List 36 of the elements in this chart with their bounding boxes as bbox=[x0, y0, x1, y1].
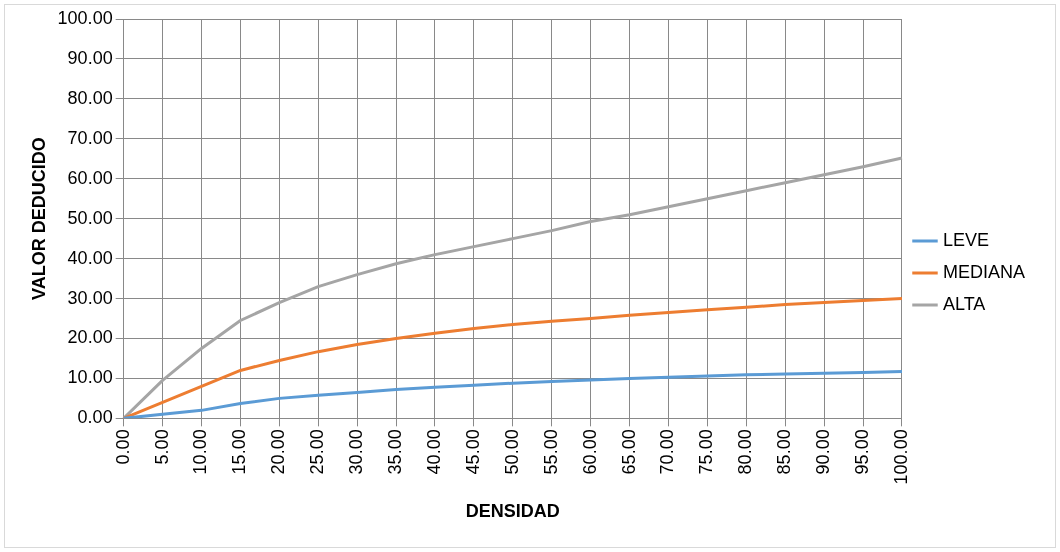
x-tick-label: 95.00 bbox=[852, 429, 873, 475]
x-tick-label: 10.00 bbox=[190, 429, 211, 475]
x-tick-label: 85.00 bbox=[774, 429, 795, 475]
x-tick-label: 5.00 bbox=[151, 429, 172, 465]
y-tick-label: 70.00 bbox=[67, 127, 113, 148]
y-axis-title: VALOR DEDUCIDO bbox=[28, 137, 49, 301]
x-tick-label: 55.00 bbox=[540, 429, 561, 475]
x-tick-label: 70.00 bbox=[657, 429, 678, 475]
x-tick-label: 90.00 bbox=[813, 429, 834, 475]
x-tick-label: 25.00 bbox=[307, 429, 328, 475]
x-tick-label: 65.00 bbox=[618, 429, 639, 475]
x-tick-label: 30.00 bbox=[346, 429, 367, 475]
x-tick-label: 45.00 bbox=[462, 429, 483, 475]
x-tick-label: 35.00 bbox=[385, 429, 406, 475]
x-tick-label: 50.00 bbox=[501, 429, 522, 475]
y-tick-label: 100.00 bbox=[57, 7, 113, 28]
y-tick-label: 0.00 bbox=[77, 407, 113, 428]
y-tick-label: 30.00 bbox=[67, 287, 113, 308]
y-tick-label: 20.00 bbox=[67, 327, 113, 348]
x-tick-label: 100.00 bbox=[890, 429, 911, 485]
y-tick-label: 40.00 bbox=[67, 247, 113, 268]
legend-label: MEDIANA bbox=[942, 261, 1025, 282]
x-tick-label: 20.00 bbox=[268, 429, 289, 475]
y-tick-label: 50.00 bbox=[67, 207, 113, 228]
y-tick-label: 80.00 bbox=[67, 87, 113, 108]
y-tick-label: 60.00 bbox=[67, 167, 113, 188]
y-tick-label: 10.00 bbox=[67, 367, 113, 388]
x-tick-label: 15.00 bbox=[229, 429, 250, 475]
x-axis-title: DENSIDAD bbox=[465, 501, 560, 522]
y-tick-label: 90.00 bbox=[67, 47, 113, 68]
x-tick-label: 75.00 bbox=[696, 429, 717, 475]
x-tick-label: 60.00 bbox=[579, 429, 600, 475]
legend-label: LEVE bbox=[942, 229, 990, 250]
x-tick-label: 40.00 bbox=[423, 429, 444, 475]
x-tick-label: 80.00 bbox=[735, 429, 756, 475]
legend-label: ALTA bbox=[942, 293, 986, 314]
